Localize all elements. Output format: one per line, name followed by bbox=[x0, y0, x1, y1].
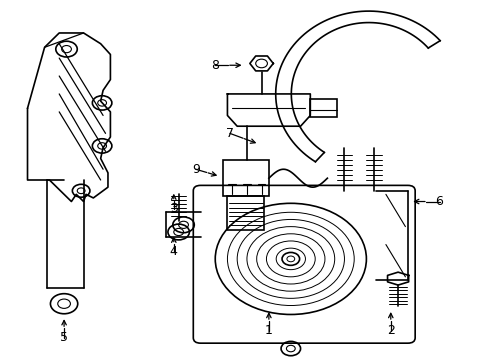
Text: 8: 8 bbox=[211, 59, 219, 72]
Text: 5: 5 bbox=[60, 331, 68, 344]
Text: 3: 3 bbox=[169, 202, 177, 215]
Text: 1: 1 bbox=[264, 324, 272, 337]
Bar bbox=[222, 160, 268, 196]
Text: 9: 9 bbox=[191, 163, 199, 176]
Text: 7: 7 bbox=[225, 127, 233, 140]
Text: 4: 4 bbox=[169, 245, 177, 258]
Text: 6: 6 bbox=[435, 195, 443, 208]
Bar bbox=[310, 99, 336, 117]
Bar bbox=[227, 196, 264, 230]
Text: 2: 2 bbox=[386, 324, 394, 337]
